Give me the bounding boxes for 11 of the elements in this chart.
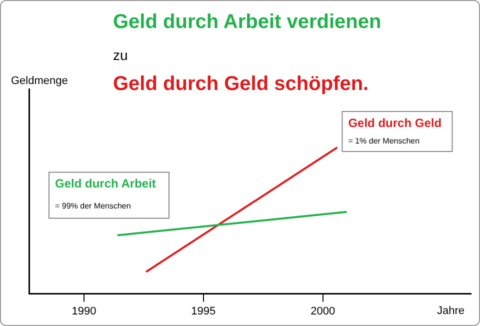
x-tick-label: 1990: [72, 305, 96, 318]
chart-title: Geld durch Arbeit verdienen: [113, 11, 382, 34]
x-tick-label: 2000: [310, 305, 336, 318]
chart-subtitle: zu Geld durch Geld schöpfen.: [113, 47, 369, 96]
x-axis-title: Jahre: [437, 305, 465, 317]
series-label: Geld durch Geld: [348, 116, 442, 130]
text: = 1% der Menschen: [348, 136, 420, 146]
annotation: = 99% der Menschen: [55, 201, 131, 210]
text: Geldmenge: [11, 75, 68, 87]
text: Geld durch Arbeit: [55, 176, 156, 191]
x-tick-label: 1995: [191, 305, 216, 318]
